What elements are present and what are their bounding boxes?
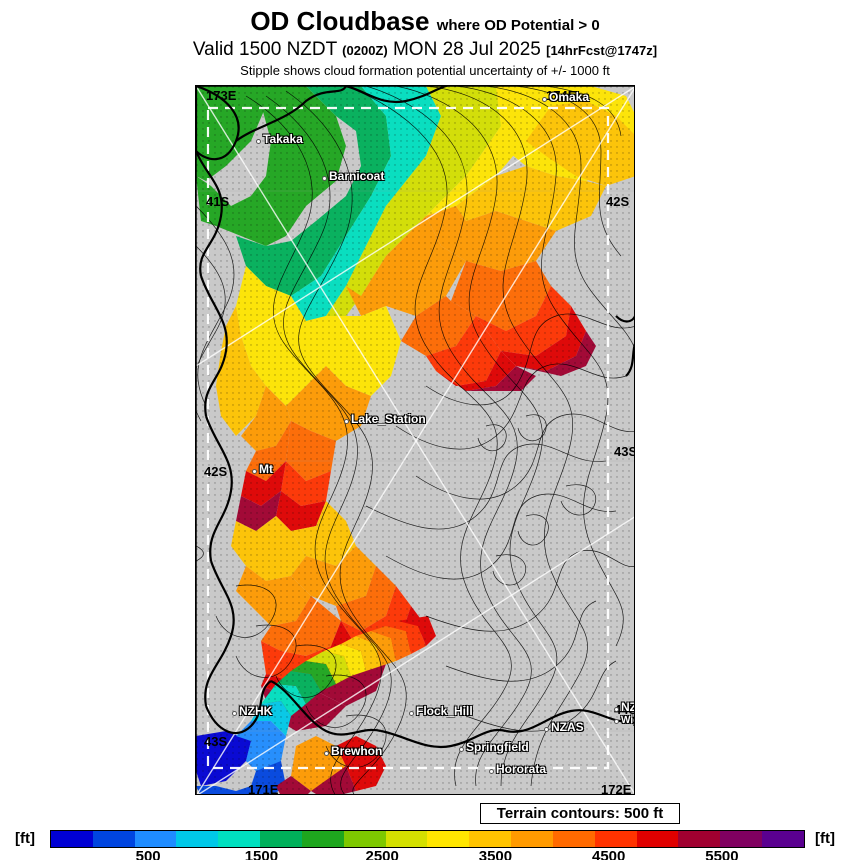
colorbar-segment [469,831,511,847]
colorbar-tick-5500: 5500 [705,848,738,860]
place-dot-mt[interactable] [252,469,257,474]
place-label-hororata: Hororata [496,762,546,776]
place-label-wigram: Wigram [621,715,635,726]
colorbar-segment [344,831,386,847]
valid-line-date: MON 28 Jul 2025 [393,39,541,60]
lat-label-left-41S: 41S [206,194,229,209]
colorbar-segment [51,831,93,847]
place-label-nzch: NZCH [621,700,635,714]
colorbar-tick-2500: 2500 [366,848,399,860]
valid-line-prefix: Valid 1500 NZDT [193,39,337,60]
lon-label-bottom-171E: 171E [248,782,278,795]
place-label-nzas: NZAS [551,720,584,734]
colorbar-segment [176,831,218,847]
place-dot-nzhk[interactable] [232,711,237,716]
place-label-brewhon: Brewhon [331,744,382,758]
valid-line: Valid 1500 NZDT (0200Z) MON 28 Jul 2025 … [0,39,850,61]
colorbar-unit-left: [ft] [15,830,35,847]
lat-label-left-43S: 43S [204,734,227,749]
place-label-takaka: Takaka [263,132,303,146]
valid-line-paren: (0200Z) [342,43,388,58]
colorbar-segment [553,831,595,847]
stipple-line: Stipple shows cloud formation potential … [0,63,850,78]
colorbar-segment [720,831,762,847]
terrain-contour-legend-text: Terrain contours: 500 ft [497,805,663,822]
place-dot-takaka[interactable] [256,139,261,144]
place-label-lake-station: Lake_Station [351,412,426,426]
colorbar-segment [595,831,637,847]
colorbar-segment [427,831,469,847]
place-label-barnicoat: Barnicoat [329,169,384,183]
colorbar-segment [260,831,302,847]
colorbar-segment [93,831,135,847]
colorbar-segment [218,831,260,847]
terrain-contour-legend-box: Terrain contours: 500 ft [480,803,680,824]
lon-label-bottom-172E: 172E [601,782,631,795]
colorbar-segment [386,831,428,847]
main-title-suffix: where OD Potential > 0 [437,17,600,34]
colorbar-tick-3500: 3500 [479,848,512,860]
colorbar-legend: [ft] [ft] 500 1500 2500 3500 4500 5500 [15,828,835,858]
colorbar-segment [762,831,804,847]
lat-label-right-42S: 42S [606,194,629,209]
lon-label-top-173E: 173E [206,88,236,103]
colorbar-tick-500: 500 [136,848,161,860]
place-label-mt: Mt [259,462,273,476]
colorbar-segment [135,831,177,847]
colorbar-tick-4500: 4500 [592,848,625,860]
place-dot-hororata[interactable] [489,769,494,774]
place-dot-nzas[interactable] [544,727,549,732]
colorbar-segment [678,831,720,847]
main-title: OD Cloudbase where OD Potential > 0 [0,6,850,37]
colorbar-unit-right: [ft] [815,830,835,847]
colorbar-ticks: 500 1500 2500 3500 4500 5500 [50,848,805,860]
title-block: OD Cloudbase where OD Potential > 0 Vali… [0,6,850,78]
place-dot-wigram[interactable] [614,719,619,724]
place-dot-springfield[interactable] [459,747,464,752]
place-label-nzhk: NZHK [239,704,272,718]
main-title-text: OD Cloudbase [250,6,429,36]
place-dot-barnicoat[interactable] [322,176,327,181]
colorbar-segment [511,831,553,847]
colorbar-segment [637,831,679,847]
valid-line-bracket: [14hrFcst@1747z] [546,43,657,58]
place-dot-flock-hill[interactable] [409,711,414,716]
place-dot-brewhon[interactable] [324,751,329,756]
place-label-omaka: Omaka [549,90,589,104]
cloudbase-map[interactable]: 41S 42S 43S 42S 43S 44S 173E 174E 171E 1… [195,85,635,795]
colorbar-gradient[interactable] [50,830,805,848]
place-label-flock-hill: Flock_Hill [416,704,473,718]
colorbar-tick-1500: 1500 [245,848,278,860]
colorbar-segment [302,831,344,847]
lat-label-right-43S: 43S [614,444,635,459]
place-label-springfield: Springfield [466,740,529,754]
place-dot-lake-station[interactable] [344,419,349,424]
lat-label-left-42S: 42S [204,464,227,479]
place-dot-omaka[interactable] [542,97,547,102]
place-dot-nzch[interactable] [614,707,619,712]
